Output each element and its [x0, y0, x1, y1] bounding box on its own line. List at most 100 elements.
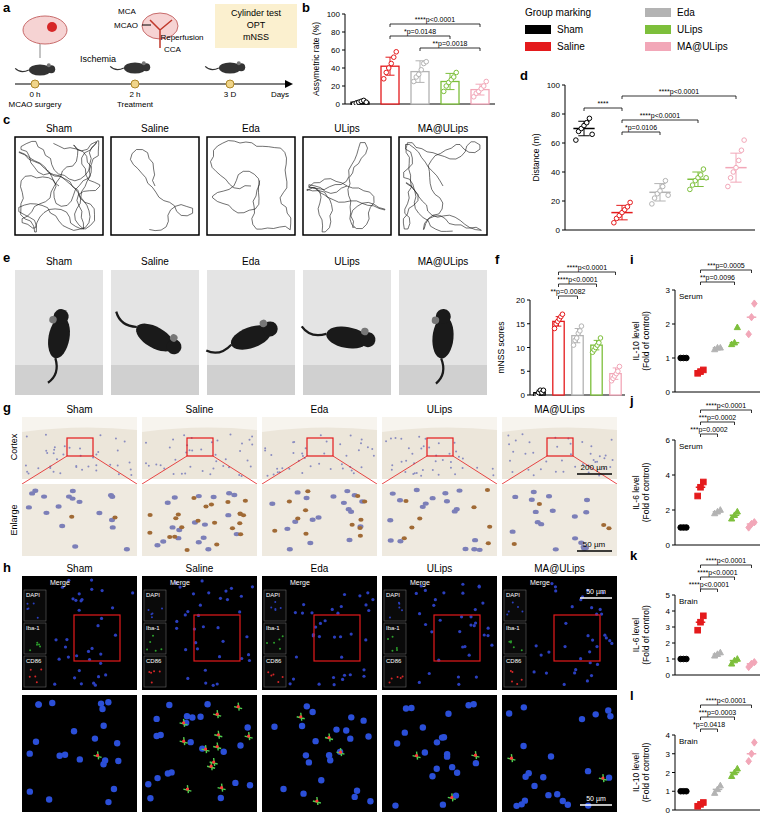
stained-cell	[403, 499, 408, 503]
nucleus	[607, 713, 613, 719]
tissue-edge	[142, 417, 257, 432]
nucleus	[408, 705, 414, 711]
tick-label: 0	[666, 806, 671, 815]
nucleus	[506, 710, 512, 716]
nucleus	[174, 459, 176, 461]
nucleus	[524, 453, 526, 455]
zoom-box	[67, 438, 93, 456]
mouse-ear	[259, 319, 269, 329]
data-point	[625, 205, 630, 210]
fluor-image	[22, 695, 137, 812]
axis-title: mNSS scores	[496, 322, 506, 374]
nucleus	[269, 502, 275, 506]
significance-label: *p=0.0148	[404, 28, 436, 36]
nucleus	[388, 538, 394, 542]
significance-bracket	[701, 422, 735, 425]
nucleus	[562, 471, 564, 473]
channel-inset	[504, 656, 526, 687]
channel-dot	[274, 608, 276, 610]
mouse-icon	[426, 308, 456, 385]
legend-label: Sham	[557, 24, 583, 35]
nucleus	[155, 463, 157, 465]
nucleus	[548, 753, 554, 759]
data-point	[742, 138, 747, 143]
nucleus	[80, 682, 83, 685]
significance-bracket	[622, 132, 660, 135]
nucleus	[130, 468, 132, 470]
nucleus	[41, 494, 47, 498]
figure: Group markingShamSalineEdaULipsMA@ULipsI…	[0, 0, 765, 818]
cd86-signal	[209, 765, 212, 768]
stained-cell	[305, 489, 310, 493]
nucleus	[78, 669, 81, 672]
data-point	[560, 312, 565, 317]
y-tick	[527, 395, 530, 396]
track-path	[403, 142, 481, 232]
nucleus	[53, 683, 56, 686]
significance-bracket	[701, 410, 752, 413]
nucleus	[209, 473, 211, 475]
nucleus	[478, 585, 481, 588]
microglia	[234, 703, 242, 711]
nucleus	[70, 489, 76, 493]
nucleus	[302, 603, 305, 606]
nucleus	[445, 711, 451, 717]
cd86-signal	[247, 734, 250, 737]
channel-dot	[389, 682, 391, 684]
nucleus	[439, 619, 442, 622]
channel-dot	[392, 636, 394, 638]
nucleus	[61, 586, 64, 589]
nucleus	[26, 505, 32, 509]
nucleus	[492, 474, 494, 476]
column-label: Saline	[141, 123, 169, 134]
stained-cell	[417, 517, 422, 521]
nucleus	[87, 465, 89, 467]
nucleus	[59, 524, 65, 528]
nucleus	[475, 675, 478, 678]
nucleus	[304, 496, 310, 500]
cd86-signal	[315, 799, 318, 802]
significance-label: *p=0.0418	[693, 721, 725, 729]
tick-label: 0	[666, 541, 671, 550]
bar	[471, 90, 489, 104]
y-tick	[562, 114, 565, 115]
data-point	[484, 79, 489, 84]
nucleus	[310, 465, 312, 467]
stained-cell	[486, 541, 491, 545]
nucleus	[434, 598, 437, 601]
column-label: MA@ULips	[418, 123, 469, 134]
nucleus	[570, 443, 572, 445]
nucleus	[457, 675, 460, 678]
nucleus	[187, 739, 193, 745]
bar	[610, 374, 621, 395]
data-point	[695, 493, 701, 499]
nucleus	[591, 638, 594, 641]
nucleus	[304, 703, 310, 709]
nucleus	[367, 798, 373, 804]
tick-label: 0	[666, 671, 671, 680]
tick-label: 20	[331, 82, 340, 91]
data-point	[734, 165, 739, 170]
channel-dot	[155, 650, 157, 652]
column-label: Eda	[242, 123, 260, 134]
nucleus	[148, 465, 150, 467]
stained-cell	[409, 525, 414, 529]
nucleus	[361, 466, 363, 468]
channel-label: CD86	[26, 658, 42, 664]
nucleus	[221, 640, 224, 643]
nucleus	[245, 635, 248, 638]
nucleus	[196, 540, 202, 544]
data-point	[587, 116, 592, 121]
channel-dot	[159, 671, 161, 673]
nucleus	[131, 591, 134, 594]
significance-label: ****p<0.0001	[557, 276, 597, 284]
mouse-icon	[205, 61, 245, 73]
data-point	[698, 173, 703, 178]
nucleus	[373, 455, 375, 457]
mouse-tail	[15, 68, 29, 71]
data-point	[752, 519, 758, 526]
mouse-tail	[301, 326, 327, 336]
nucleus	[289, 682, 292, 685]
nucleus	[27, 788, 33, 794]
y-axis	[675, 595, 676, 675]
